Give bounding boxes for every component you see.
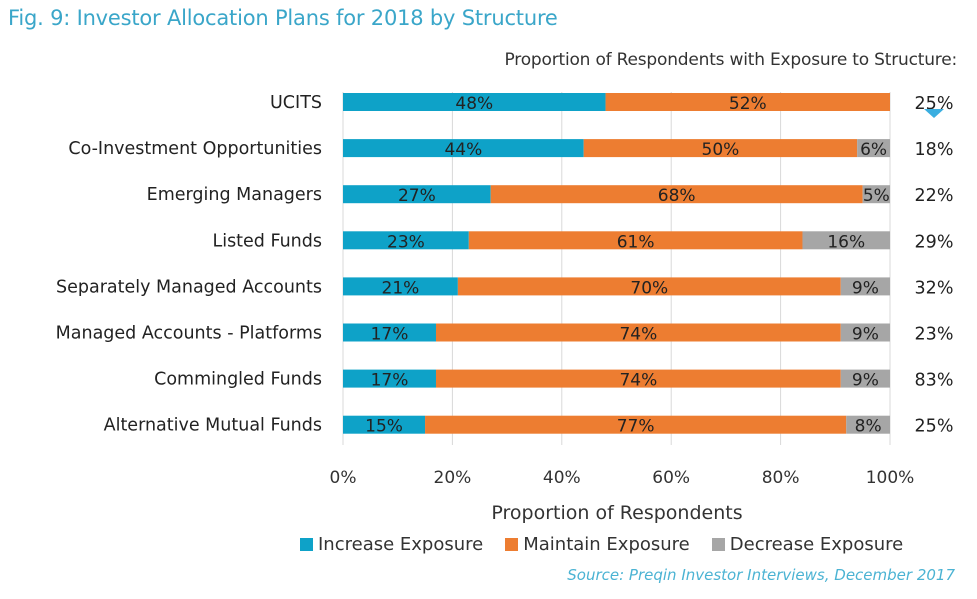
bar-segment-increase (343, 369, 436, 388)
x-axis-label: Proportion of Respondents (491, 502, 742, 524)
data-label: 23% (387, 232, 425, 252)
exposure-value: 29% (915, 232, 954, 252)
legend-swatch-increase (300, 538, 313, 551)
exposure-value: 25% (915, 417, 954, 437)
category-label: Emerging Managers (147, 185, 322, 205)
data-label: 77% (617, 417, 655, 437)
data-label: 68% (658, 186, 696, 206)
data-label: 74% (619, 371, 657, 391)
exposure-value: 32% (915, 278, 954, 298)
x-tick-label: 0% (330, 468, 357, 488)
exposure-value: 18% (915, 140, 954, 160)
bar-segment-maintain (605, 93, 890, 111)
bar-segment-increase (343, 231, 469, 250)
data-label: 61% (617, 232, 655, 252)
bar-segment-increase (343, 323, 436, 342)
bar-segment-increase (343, 277, 458, 296)
bar-segment-increase (343, 93, 606, 111)
x-tick-label: 100% (866, 468, 915, 488)
legend-swatch-decrease (711, 538, 725, 551)
bar-segment-decrease (802, 231, 890, 250)
bar-segment-maintain (583, 139, 858, 158)
x-tick-label: 40% (543, 468, 581, 488)
bar-segment-maintain (425, 415, 847, 434)
bar-segment-maintain (435, 369, 841, 388)
legend-item-decrease: Decrease Exposure (711, 534, 904, 555)
category-label: Managed Accounts - Platforms (56, 324, 322, 344)
data-label: 17% (371, 325, 409, 345)
category-label: Alternative Mutual Funds (104, 416, 322, 436)
data-label: 9% (852, 325, 879, 345)
legend-item-maintain: Maintain Exposure (505, 534, 690, 555)
stacked-bar-chart: UCITS Co-Investment Opportunities Emerging… (56, 92, 954, 524)
x-axis-ticks: 0% 20% 40% 60% 80% 100% (330, 468, 915, 488)
exposure-value: 83% (915, 371, 954, 391)
bars: 48% 52% 44% 50% 6% 27% 68% 5% 23% 61% 16% 21% 70% 9% 1… (343, 93, 890, 437)
category-label: Separately Managed Accounts (56, 277, 322, 297)
bar-segment-maintain (490, 185, 863, 204)
category-label: UCITS (270, 93, 322, 113)
category-label: Listed Funds (212, 231, 322, 251)
bar-segment-increase (343, 415, 426, 434)
bar-segment-maintain (435, 323, 841, 342)
legend-swatch-maintain (505, 538, 519, 551)
bar-segment-decrease (840, 369, 890, 388)
bar-segment-decrease (857, 139, 890, 158)
category-label: Commingled Funds (154, 370, 322, 390)
data-label: 9% (852, 371, 879, 391)
data-label: 21% (382, 278, 420, 298)
data-label: 8% (855, 417, 882, 437)
exposure-value: 23% (915, 325, 954, 345)
x-tick-label: 80% (762, 468, 800, 488)
exposure-value: 22% (915, 186, 954, 206)
bar-segment-increase (343, 185, 491, 204)
data-label: 9% (852, 278, 879, 298)
data-label: 70% (630, 278, 668, 298)
data-label: 16% (827, 232, 865, 252)
data-label: 50% (702, 140, 740, 160)
legend-item-increase: Increase Exposure (300, 534, 483, 555)
data-label: 48% (455, 94, 493, 114)
legend: Increase Exposure Maintain Exposure Decr… (300, 534, 903, 555)
data-label: 17% (371, 371, 409, 391)
bar-segment-increase (343, 139, 584, 158)
category-label: Co-Investment Opportunities (68, 139, 322, 159)
data-label: 52% (729, 94, 767, 114)
data-label: 74% (619, 325, 657, 345)
bar-segment-decrease (846, 415, 890, 434)
legend-label-maintain: Maintain Exposure (523, 534, 690, 555)
source-note: Source: Preqin Investor Interviews, Dece… (567, 566, 955, 584)
x-tick-label: 60% (652, 468, 690, 488)
legend-label-decrease: Decrease Exposure (729, 534, 904, 555)
bar-segment-maintain (457, 277, 841, 296)
bar-segment-decrease (840, 277, 890, 296)
data-label: 6% (860, 140, 887, 160)
bar-segment-maintain (468, 231, 803, 250)
bar-segment-decrease (862, 185, 890, 204)
bar-segment-decrease (840, 323, 890, 342)
data-label: 5% (863, 186, 890, 206)
chart-title: Fig. 9: Investor Allocation Plans for 20… (8, 6, 558, 30)
exposure-values: 25%18%22%29%32%23%83%25% (915, 94, 954, 437)
data-label: 27% (398, 186, 436, 206)
data-label: 44% (444, 140, 482, 160)
category-labels: UCITS Co-Investment Opportunities Emerging… (56, 93, 322, 436)
legend-label-increase: Increase Exposure (318, 534, 484, 555)
x-tick-label: 20% (434, 468, 472, 488)
down-triangle-icon (924, 109, 944, 118)
data-label: 15% (365, 417, 403, 437)
exposure-column-header: Proportion of Respondents with Exposure … (504, 50, 958, 70)
